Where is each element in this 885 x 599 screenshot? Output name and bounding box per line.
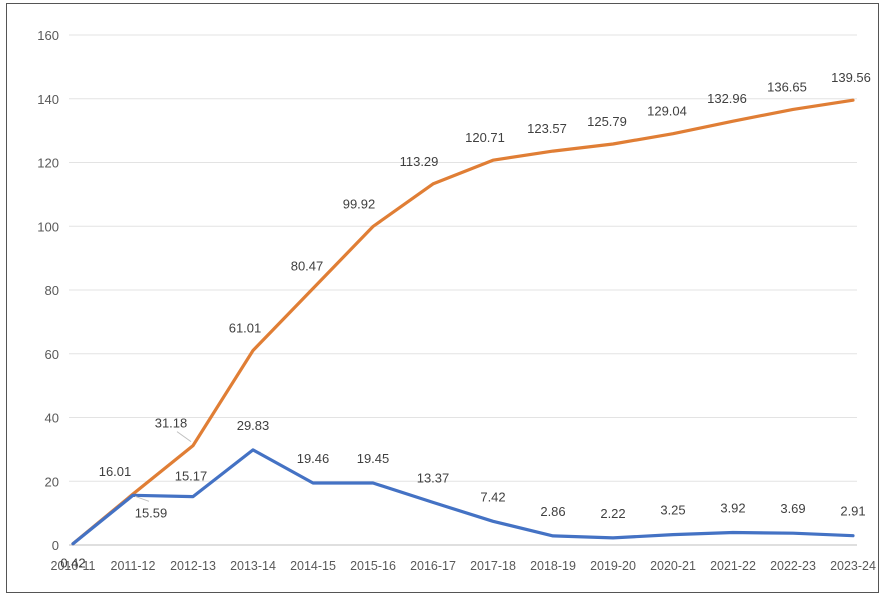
data-label: 19.46 (297, 451, 330, 466)
line-chart: 0 20 40 60 80 100 120 140 160 2010-11 2011-12 2012… (37, 28, 876, 573)
y-tick-label: 160 (37, 28, 59, 43)
data-label: 99.92 (343, 197, 376, 212)
data-label: 3.69 (780, 501, 805, 516)
y-axis-ticks: 0 20 40 60 80 100 120 140 160 (37, 28, 59, 553)
data-label: 120.71 (465, 130, 505, 145)
y-tick-label: 140 (37, 92, 59, 107)
data-label: 15.17 (175, 469, 208, 484)
x-tick-label: 2010-11 (51, 559, 96, 573)
x-tick-label: 2020-21 (650, 559, 696, 573)
data-label: 136.65 (767, 79, 807, 94)
y-tick-label: 40 (45, 411, 59, 426)
x-tick-label: 2013-14 (230, 559, 276, 573)
data-label: 2.91 (840, 504, 865, 519)
x-tick-label: 2011-12 (111, 559, 156, 573)
x-tick-label: 2014-15 (290, 559, 336, 573)
data-label: 7.42 (480, 489, 505, 504)
series-lines (71, 98, 855, 546)
data-label: 13.37 (417, 470, 450, 485)
data-label: 31.18 (155, 416, 188, 431)
data-label: 132.96 (707, 91, 747, 106)
y-tick-label: 120 (37, 156, 59, 171)
x-tick-label: 2019-20 (590, 559, 636, 573)
label-leader-line (134, 495, 150, 502)
label-leader-line (176, 431, 192, 443)
chart-frame: 0 20 40 60 80 100 120 140 160 2010-11 2011-12 2012… (6, 3, 879, 593)
series-line-1 (71, 448, 855, 546)
data-labels: 0.42 16.01 31.18 61.01 80.47 99.92 113.29 120.7… (60, 70, 871, 571)
x-tick-label: 2018-19 (530, 559, 576, 573)
x-tick-label: 2016-17 (410, 559, 456, 573)
data-label: 125.79 (587, 114, 627, 129)
data-label: 2.22 (600, 506, 625, 521)
data-label: 0.42 (60, 556, 85, 571)
y-tick-label: 60 (45, 347, 59, 362)
x-axis-ticks: 2010-11 2011-12 2012-13 2013-14 2014-15 2015-… (51, 559, 876, 573)
data-label: 16.01 (99, 464, 132, 479)
data-label: 15.59 (135, 505, 168, 520)
data-label: 123.57 (527, 121, 567, 136)
x-tick-label: 2012-13 (170, 559, 216, 573)
gridlines (69, 34, 857, 546)
data-label: 113.29 (400, 154, 439, 169)
x-tick-label: 2022-23 (770, 559, 816, 573)
data-label: 2.86 (540, 504, 565, 519)
series-line-0 (71, 98, 855, 546)
data-label: 3.92 (720, 501, 745, 516)
data-label: 139.56 (831, 70, 871, 85)
data-label: 61.01 (229, 321, 262, 336)
x-tick-label: 2015-16 (350, 559, 396, 573)
x-tick-label: 2023-24 (830, 559, 876, 573)
x-tick-label: 2021-22 (710, 559, 756, 573)
x-tick-label: 2017-18 (470, 559, 516, 573)
y-tick-label: 20 (45, 474, 59, 489)
y-tick-label: 80 (45, 283, 59, 298)
y-tick-label: 100 (37, 219, 59, 234)
data-label: 29.83 (237, 418, 270, 433)
data-label: 3.25 (660, 503, 685, 518)
data-label: 19.45 (357, 451, 390, 466)
data-label: 80.47 (291, 259, 324, 274)
data-label: 129.04 (647, 104, 687, 119)
y-tick-label: 0 (52, 538, 59, 553)
